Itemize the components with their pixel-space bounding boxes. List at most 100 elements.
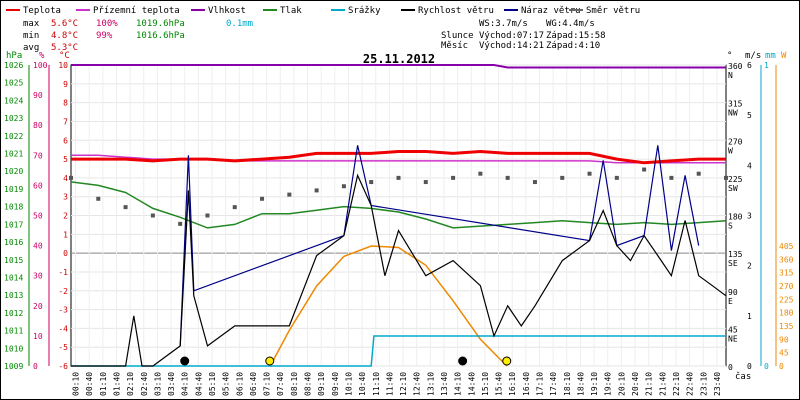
stat-max-rain: 0.1mm: [226, 19, 253, 29]
windspeed-tick-label: 5: [747, 111, 752, 120]
wind-direction-mark: [96, 196, 101, 201]
wind-direction-mark: [150, 213, 155, 218]
temp-tick-label: -5: [58, 343, 68, 352]
winddir-tick-label: 90: [728, 288, 738, 297]
x-tick-label: 22:40: [686, 372, 695, 396]
winddir-compass-label: NW: [728, 109, 738, 118]
x-axis-label: čas: [735, 371, 751, 382]
info-sun-set: Západ:15:58: [546, 31, 606, 41]
pressure-tick-label: 1022: [4, 132, 23, 141]
stat-avg-temp: 5.3°C: [51, 43, 78, 53]
wind-direction-mark: [287, 192, 292, 197]
wind-direction-mark: [232, 205, 237, 210]
windspeed-tick-label: 6: [747, 61, 752, 70]
temp-tick-label: 2: [63, 212, 68, 221]
x-tick-label: 07:40: [276, 372, 285, 396]
axis-unit-temp: °C: [59, 51, 70, 61]
stat-max-press: 1019.6hPa: [136, 19, 185, 29]
pressure-tick-label: 1009: [4, 362, 23, 371]
stat-min-temp: 4.8°C: [51, 31, 78, 41]
winddir-tick-label: 270: [728, 137, 743, 146]
x-tick-label: 23:10: [699, 372, 708, 396]
winddir-tick-label: 180: [728, 213, 743, 222]
sunrise-marker: [265, 356, 275, 366]
rain-tick-label: 1: [764, 61, 769, 70]
info-ws: WS:3.7m/s: [479, 19, 528, 29]
pressure-tick-label: 1026: [4, 61, 23, 70]
legend: Teplota Přízemní teplota Vlhkost Tlak Srážky…: [6, 6, 640, 16]
temp-tick-label: 10: [58, 61, 68, 70]
wind-direction-mark: [587, 171, 592, 176]
moon-set-marker: [180, 356, 190, 366]
pressure-tick-label: 1021: [4, 150, 23, 159]
x-tick-label: 14:40: [467, 372, 476, 396]
humidity-tick-label: 0: [33, 362, 38, 371]
solar-tick-label: 135: [779, 322, 794, 331]
right-axes: 360N315NW270W225SW180S135SE90E45NE065432…: [728, 61, 794, 372]
legend-label: Směr větru: [586, 6, 640, 16]
solar-tick-label: 270: [779, 282, 794, 291]
info-moon-rise: Východ:14:21: [479, 41, 544, 51]
stat-min-hum: 99%: [96, 31, 113, 41]
x-tick-label: 19:40: [604, 372, 613, 396]
wind-direction-mark: [505, 175, 510, 180]
rain-tick-label: 0: [764, 362, 769, 371]
wind-direction-mark: [178, 221, 183, 226]
x-tick-label: 21:10: [645, 372, 654, 396]
winddir-tick-label: 135: [728, 250, 743, 259]
wind-direction-mark: [205, 213, 210, 218]
x-tick-label: 13:10: [426, 372, 435, 396]
x-tick-label: 20:40: [631, 372, 640, 396]
x-tick-label: 02:40: [140, 372, 149, 396]
winddir-tick-label: 315: [728, 100, 743, 109]
series-sr-ky: [71, 335, 726, 367]
series-vlhkost: [71, 64, 726, 69]
pressure-tick-label: 1018: [4, 203, 23, 212]
left-axes: 1026102510241023102210211020101910181017…: [4, 61, 68, 371]
humidity-tick-label: 60: [33, 181, 43, 190]
info-sun-rise: Východ:07:17: [479, 31, 544, 41]
wind-direction-mark: [669, 175, 674, 180]
x-tick-label: 08:40: [304, 372, 313, 396]
legend-label: Rychlost větru: [418, 6, 494, 16]
wind-direction-mark: [614, 175, 619, 180]
windspeed-tick-label: 2: [747, 262, 752, 271]
temp-tick-label: 5: [63, 155, 68, 164]
x-tick-label: 10:10: [344, 372, 353, 396]
stat-avg-label: avg: [23, 43, 39, 53]
wind-direction-mark: [314, 188, 319, 193]
solar-tick-label: 45: [779, 349, 789, 358]
humidity-tick-label: 10: [33, 332, 43, 341]
winddir-tick-label: 360: [728, 62, 743, 71]
x-tick-label: 16:10: [508, 372, 517, 396]
pressure-tick-label: 1011: [4, 327, 23, 336]
winddir-compass-label: SW: [728, 184, 738, 193]
wind-direction-mark: [724, 175, 728, 180]
x-tick-label: 12:40: [413, 372, 422, 396]
sunset-marker: [502, 356, 512, 366]
grid: [70, 64, 727, 367]
x-tick-label: 11:40: [385, 372, 394, 396]
humidity-tick-label: 70: [33, 151, 43, 160]
temp-tick-label: -3: [58, 306, 68, 315]
temp-tick-label: 1: [63, 230, 68, 239]
axis-unit-solar: W: [781, 51, 787, 61]
pressure-tick-label: 1017: [4, 220, 23, 229]
wind-direction-mark: [341, 184, 346, 189]
windspeed-tick-label: 4: [747, 161, 752, 170]
x-tick-label: 20:10: [617, 372, 626, 396]
x-tick-label: 04:40: [194, 372, 203, 396]
wind-direction-mark: [423, 180, 428, 185]
temp-tick-label: 4: [63, 174, 68, 183]
stat-max-label: max: [23, 19, 40, 29]
solar-tick-label: 405: [779, 242, 794, 251]
stats-block: max 5.6°C 100% 1019.6hPa 0.1mm min 4.8°C…: [23, 19, 253, 53]
wind-direction-mark: [451, 175, 456, 180]
temp-tick-label: -6: [58, 362, 68, 371]
pressure-tick-label: 1013: [4, 291, 23, 300]
winddir-compass-label: NE: [728, 334, 738, 343]
axis-unit-windspeed: m/s: [745, 51, 761, 61]
info-wg: WG:4.4m/s: [546, 19, 595, 29]
x-tick-label: 08:10: [290, 372, 299, 396]
